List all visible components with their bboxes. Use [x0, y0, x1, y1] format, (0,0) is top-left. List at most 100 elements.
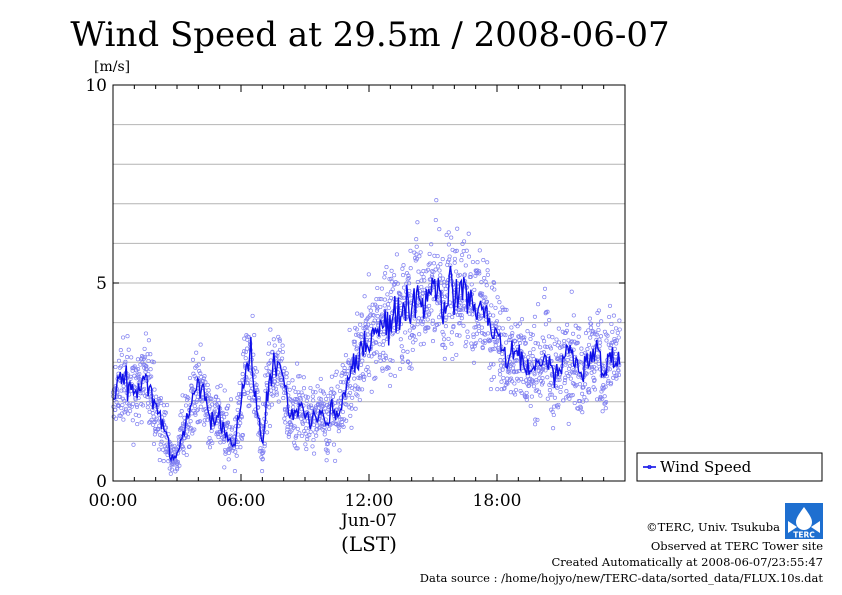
data-point [580, 399, 586, 404]
terc-logo-icon: TERC [785, 503, 823, 539]
data-point [466, 231, 471, 236]
data-point [280, 349, 285, 355]
data-point [532, 323, 537, 329]
data-point [584, 398, 589, 403]
data-point [431, 261, 437, 266]
data-point [464, 339, 469, 344]
data-point [139, 420, 144, 425]
data-point [592, 387, 598, 392]
data-point [181, 450, 186, 455]
data-point [301, 386, 307, 391]
data-point [128, 376, 133, 381]
data-point [597, 348, 602, 353]
data-point [599, 319, 604, 324]
data-point [500, 305, 505, 310]
data-point [345, 369, 350, 374]
data-point [289, 422, 294, 427]
data-point [549, 392, 554, 397]
data-point [299, 433, 304, 439]
data-point [118, 348, 123, 353]
data-point [283, 420, 288, 425]
data-point [573, 323, 578, 328]
data-point [359, 362, 364, 367]
data-point [163, 429, 168, 434]
data-point [378, 358, 383, 363]
data-point [265, 430, 270, 435]
data-point [354, 327, 359, 332]
data-point [239, 415, 244, 420]
data-point [192, 427, 197, 432]
data-point [354, 345, 360, 350]
data-point [589, 321, 594, 326]
data-point [565, 357, 570, 363]
data-point [557, 377, 562, 382]
data-point [508, 337, 513, 342]
data-point [271, 393, 276, 398]
data-point [415, 220, 420, 225]
data-point [457, 333, 462, 338]
data-point [481, 258, 486, 263]
data-point [161, 459, 166, 464]
data-point [580, 391, 585, 396]
data-point [446, 230, 451, 235]
data-point [463, 263, 468, 268]
data-point [394, 252, 399, 257]
data-point [450, 356, 455, 362]
data-point [616, 368, 621, 373]
data-point [427, 261, 433, 266]
data-point [327, 426, 332, 432]
data-point [267, 424, 272, 429]
data-point [229, 427, 234, 432]
data-point [519, 376, 524, 382]
data-point [576, 334, 581, 339]
data-point [451, 324, 456, 329]
data-point [374, 359, 379, 364]
data-point [181, 446, 186, 451]
data-point [209, 428, 214, 434]
data-point [158, 398, 163, 403]
data-point [608, 343, 613, 348]
data-point [385, 365, 390, 370]
credit-copyright: ©TERC, Univ. Tsukuba [646, 520, 780, 534]
data-point [542, 339, 547, 344]
data-point [175, 460, 181, 465]
data-point [352, 342, 357, 347]
data-point [401, 263, 406, 268]
data-point [339, 373, 344, 378]
data-point [126, 411, 131, 416]
data-point [308, 403, 313, 408]
data-point [502, 307, 507, 312]
data-point [340, 409, 345, 414]
data-point [206, 388, 211, 393]
data-point [310, 389, 316, 394]
data-point [533, 422, 538, 427]
data-point [256, 396, 261, 401]
data-point [546, 334, 551, 339]
data-point [233, 449, 238, 454]
data-point [160, 447, 166, 452]
data-point [147, 420, 152, 425]
data-point [374, 308, 380, 313]
data-point [303, 394, 308, 399]
data-point [323, 406, 328, 411]
data-point [401, 273, 406, 278]
data-point [197, 369, 202, 374]
data-point [502, 386, 507, 391]
x-date-label: Jun-07 [339, 511, 397, 531]
data-point [369, 389, 374, 394]
data-point [572, 382, 577, 387]
data-point [556, 402, 561, 407]
data-point [472, 341, 478, 347]
data-point [495, 339, 500, 344]
data-point [294, 433, 299, 438]
data-point [186, 422, 191, 427]
data-point [500, 367, 505, 372]
data-point [454, 352, 459, 357]
data-point [163, 410, 168, 415]
data-point [420, 291, 425, 296]
data-point [476, 324, 481, 329]
data-point [205, 382, 210, 388]
data-point [497, 368, 502, 373]
data-point [615, 330, 620, 336]
data-point [207, 445, 213, 450]
